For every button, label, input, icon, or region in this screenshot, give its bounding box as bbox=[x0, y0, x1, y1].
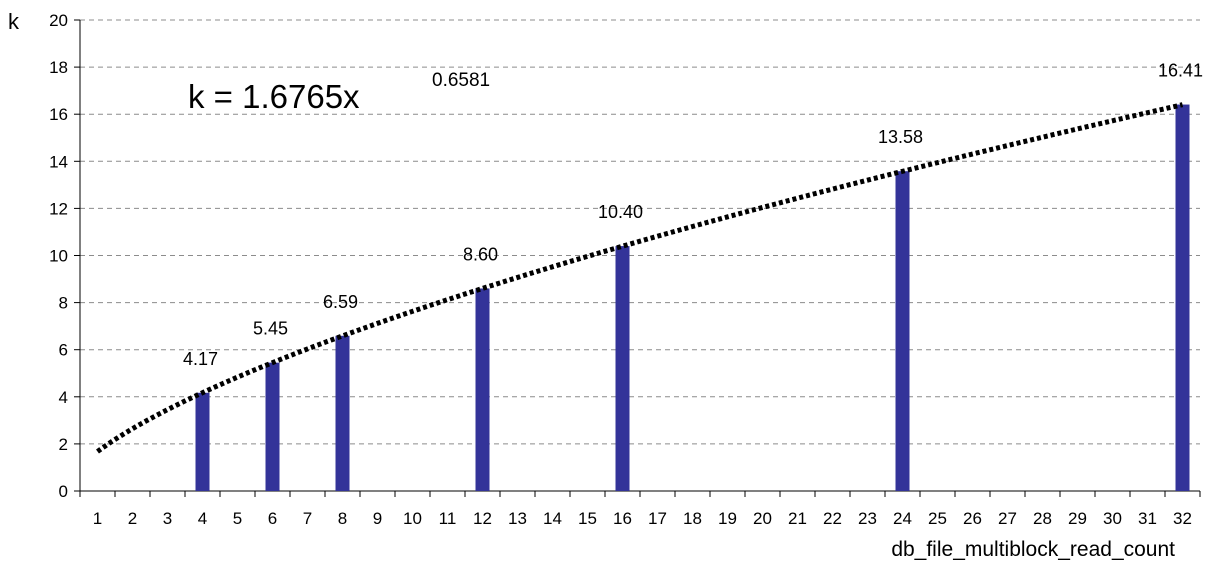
y-tick-label: 16 bbox=[49, 105, 68, 124]
x-tick-label: 27 bbox=[998, 509, 1017, 528]
y-tick-label: 20 bbox=[49, 11, 68, 30]
data-label: 4.17 bbox=[183, 349, 218, 369]
x-tick-label: 4 bbox=[198, 509, 207, 528]
y-axis-label: k bbox=[8, 9, 20, 34]
x-tick-label: 11 bbox=[439, 509, 457, 528]
data-label: 6.59 bbox=[323, 292, 358, 312]
y-tick-label: 6 bbox=[59, 341, 68, 360]
trendline-path bbox=[96, 102, 1184, 454]
x-tick-label: 20 bbox=[753, 509, 772, 528]
x-tick-label: 16 bbox=[613, 509, 632, 528]
x-tick-label: 2 bbox=[128, 509, 137, 528]
x-tick-label: 3 bbox=[163, 509, 172, 528]
x-tick-label: 28 bbox=[1033, 509, 1052, 528]
x-tick-label: 30 bbox=[1103, 509, 1122, 528]
trendline-equation-exponent: 0.6581 bbox=[432, 70, 490, 91]
x-tick-label: 15 bbox=[578, 509, 597, 528]
data-label: 16.41 bbox=[1158, 61, 1203, 81]
y-tick-labels: 0 2 4 6 8 10 12 14 16 18 20 bbox=[49, 11, 68, 501]
y-tick-label: 4 bbox=[59, 388, 68, 407]
bar bbox=[895, 171, 910, 492]
bar bbox=[195, 392, 210, 491]
x-tick-label: 26 bbox=[963, 509, 982, 528]
y-tick-label: 14 bbox=[49, 152, 68, 171]
x-tick-label: 31 bbox=[1138, 509, 1157, 528]
y-tick-label: 2 bbox=[59, 435, 68, 454]
bar bbox=[335, 335, 350, 491]
y-tick-label: 12 bbox=[49, 199, 68, 218]
x-tick-label: 12 bbox=[473, 509, 492, 528]
bar bbox=[615, 246, 630, 491]
y-tick-label: 8 bbox=[59, 294, 68, 313]
x-tick-label: 1 bbox=[93, 509, 102, 528]
gridlines bbox=[80, 19, 1200, 445]
trendline bbox=[96, 102, 1184, 454]
trendline-equation-base: k = 1.6765x bbox=[188, 78, 360, 115]
x-tick-label: 24 bbox=[893, 509, 912, 528]
x-tick-label: 6 bbox=[268, 509, 277, 528]
x-tick-label: 22 bbox=[823, 509, 842, 528]
x-tick-label: 19 bbox=[718, 509, 737, 528]
y-tick-label: 10 bbox=[49, 247, 68, 266]
data-label: 13.58 bbox=[878, 127, 923, 147]
x-tick-label: 17 bbox=[648, 509, 667, 528]
x-tick-label: 18 bbox=[683, 509, 702, 528]
data-label: 10.40 bbox=[598, 202, 643, 222]
x-tick-label: 29 bbox=[1068, 509, 1087, 528]
x-tick-label: 14 bbox=[543, 509, 562, 528]
x-tick-label: 8 bbox=[338, 509, 347, 528]
x-tick-label: 13 bbox=[508, 509, 527, 528]
data-labels: 4.17 5.45 6.59 8.60 10.40 13.58 16.41 bbox=[183, 61, 1203, 369]
y-tick-label: 18 bbox=[49, 58, 68, 77]
x-tick-label: 7 bbox=[303, 509, 312, 528]
bar bbox=[475, 288, 490, 491]
bars bbox=[195, 104, 1190, 492]
x-tick-label: 21 bbox=[788, 509, 807, 528]
x-tick-label: 9 bbox=[373, 509, 382, 528]
x-tick-labels: 1 2 3 4 5 6 7 8 9 10 11 12 13 14 15 16 17 18 19 20 21 22 23 24 2… bbox=[93, 509, 1192, 528]
data-label: 5.45 bbox=[253, 319, 288, 339]
x-tick-label: 10 bbox=[403, 509, 422, 528]
x-tick-label: 25 bbox=[928, 509, 947, 528]
data-label: 8.60 bbox=[463, 244, 498, 264]
x-tick-label: 5 bbox=[233, 509, 242, 528]
y-tick-label: 0 bbox=[59, 482, 68, 501]
x-axis-label: db_file_multiblock_read_count bbox=[891, 538, 1175, 561]
trendline-equation: k = 1.6765x 0.6581 bbox=[188, 70, 490, 115]
x-tick-label: 23 bbox=[858, 509, 877, 528]
bar bbox=[265, 362, 280, 491]
x-tick-label: 32 bbox=[1173, 509, 1192, 528]
bar bbox=[1175, 104, 1190, 492]
